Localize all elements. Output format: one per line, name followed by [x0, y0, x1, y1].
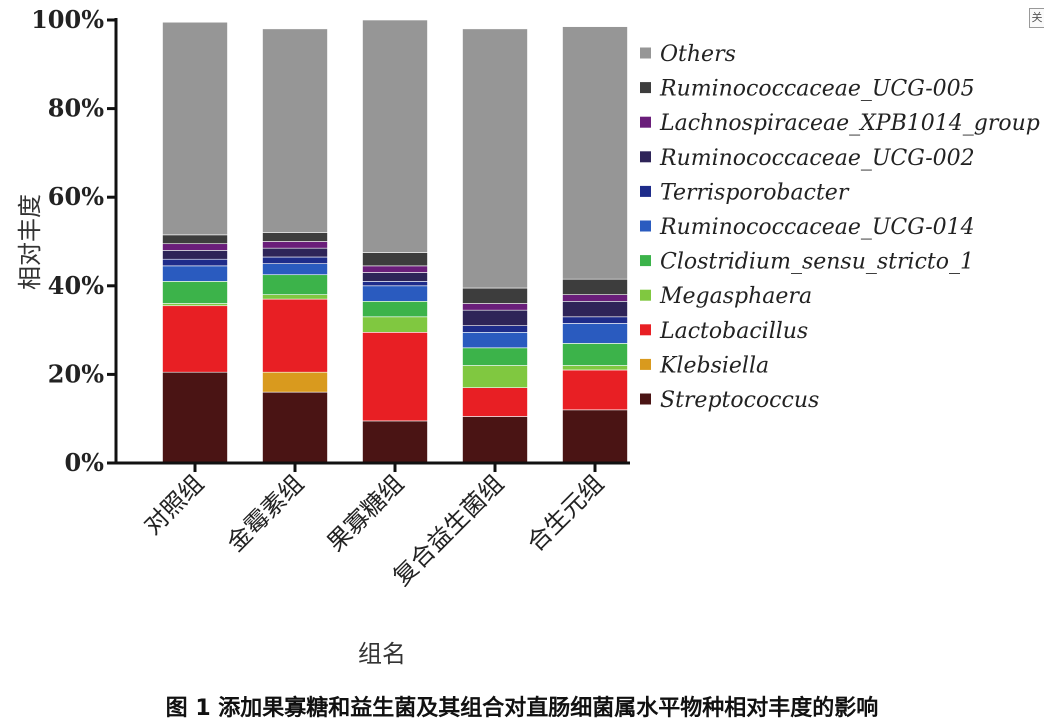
legend-swatch	[640, 289, 651, 301]
bar-segment	[162, 305, 228, 373]
y-tick-label: 80%	[48, 94, 104, 123]
y-tick-label: 40%	[48, 271, 104, 300]
legend-label: Clostridium_sensu_stricto_1	[660, 250, 974, 275]
bar-segment	[362, 19, 428, 253]
bar-segment	[262, 371, 328, 393]
x-tick-label: 合生元组	[522, 469, 610, 557]
legend-label: Terrisporobacter	[660, 180, 850, 205]
x-axis-label: 组名	[358, 640, 406, 668]
legend-label: Ruminococcaceae_UCG-014	[659, 215, 975, 240]
bar-segment	[162, 371, 228, 464]
legend-label: Ruminococcaceae_UCG-002	[659, 146, 975, 171]
bar-segment	[262, 274, 328, 295]
bar-segment	[562, 409, 628, 464]
bar-segment	[362, 420, 428, 464]
bar-segment	[562, 343, 628, 366]
y-tick-label: 20%	[48, 359, 104, 388]
bar-segment	[162, 281, 228, 304]
bar-segment	[162, 258, 228, 267]
bar-segment	[262, 294, 328, 300]
legend-swatch	[640, 47, 651, 59]
bar-segment	[462, 387, 528, 417]
legend-swatch	[640, 358, 651, 370]
legend-label: Others	[660, 42, 736, 67]
figure-caption: 图 1 添加果寡糖和益生菌及其组合对直肠细菌属水平物种相对丰度的影响	[165, 696, 879, 721]
bar-segment	[462, 303, 528, 311]
legend-label: Streptococcus	[660, 388, 819, 413]
bar-segment	[262, 28, 328, 233]
legend-swatch	[640, 116, 651, 128]
bar-segment	[262, 232, 328, 242]
legend-swatch	[640, 324, 651, 336]
bar-segment	[362, 252, 428, 267]
legend-swatch	[640, 82, 651, 94]
legend-swatch	[640, 393, 651, 405]
bar-segment	[562, 316, 628, 324]
x-tick-label: 对照组	[139, 469, 210, 540]
bar-segment	[262, 241, 328, 249]
bar-segment	[362, 281, 428, 287]
legend-swatch	[640, 185, 651, 197]
bar-segment	[362, 316, 428, 333]
bar-segment	[362, 301, 428, 318]
x-tick-label: 果寡糖组	[322, 469, 410, 557]
bar-segment	[162, 303, 228, 307]
bar-segment	[562, 365, 628, 371]
bar-segment	[262, 391, 328, 464]
y-axis-label: 相对丰度	[16, 194, 44, 290]
legend-swatch	[640, 255, 651, 267]
bar-segment	[262, 298, 328, 373]
bar-segment	[262, 247, 328, 258]
legend-label: Ruminococcaceae_UCG-005	[659, 77, 975, 102]
bar-segment	[462, 287, 528, 304]
bar-segment	[562, 294, 628, 302]
bar-segment	[462, 332, 528, 349]
x-tick-label: 金霉素组	[222, 469, 310, 557]
bar-segment	[262, 263, 328, 276]
bar-segment	[562, 369, 628, 411]
bar-segment	[462, 365, 528, 388]
bar-segment	[462, 28, 528, 289]
y-tick-label: 60%	[48, 182, 104, 211]
bar-segment	[362, 332, 428, 422]
legend-label: Megasphaera	[659, 284, 812, 309]
legend-swatch	[640, 151, 651, 163]
bars-layer	[162, 19, 628, 464]
bar-segment	[162, 234, 228, 245]
y-tick-label: 0%	[64, 448, 104, 477]
legend: Others Ruminococcaceae_UCG-005 Lachnospira…	[640, 42, 1040, 413]
bar-segment	[162, 265, 228, 282]
bar-segment	[462, 347, 528, 366]
bar-segment	[562, 323, 628, 344]
bar-segment	[462, 325, 528, 333]
legend-label: Lachnospiraceae_XPB1014_group	[659, 111, 1040, 136]
bar-segment	[162, 243, 228, 251]
bar-segment	[162, 250, 228, 260]
bar-segment	[562, 26, 628, 280]
bar-segment	[462, 416, 528, 464]
bar-segment	[362, 285, 428, 302]
bar-segment	[562, 278, 628, 295]
bar-segment	[162, 21, 228, 236]
legend-label: Klebsiella	[659, 353, 769, 378]
bar-segment	[362, 265, 428, 273]
legend-label: Lactobacillus	[659, 319, 808, 344]
corner-toggle-button[interactable]: 关	[1029, 8, 1044, 28]
legend-swatch	[640, 220, 651, 232]
bar-segment	[562, 301, 628, 318]
bar-segment	[362, 272, 428, 282]
bar-segment	[462, 309, 528, 326]
y-tick-label: 100%	[31, 5, 104, 34]
bar-segment	[262, 256, 328, 264]
